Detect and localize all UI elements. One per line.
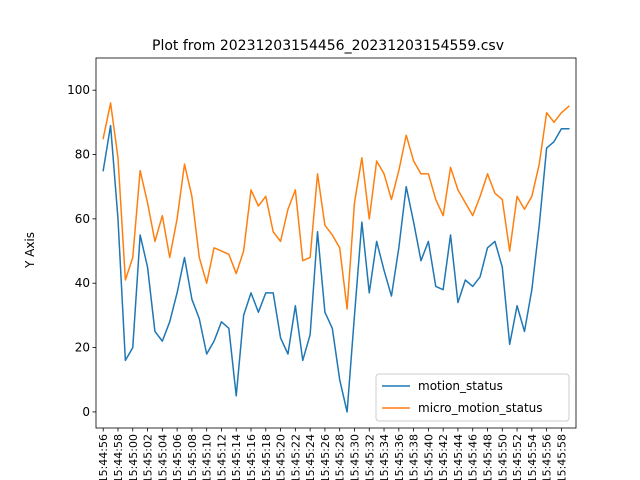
series-layer — [102, 102, 570, 413]
y-tick-label: 100 — [67, 83, 90, 97]
x-tick-label: 15:45:04 — [156, 434, 169, 480]
x-tick-label: 15:45:24 — [304, 434, 317, 480]
y-tick-label: 20 — [75, 341, 90, 355]
x-tick-label: 15:45:14 — [230, 434, 243, 480]
x-tick-label: 15:45:20 — [275, 434, 288, 480]
x-tick-label: 15:45:30 — [348, 434, 361, 480]
x-tick-label: 15:45:22 — [289, 434, 302, 480]
axes-frame — [95, 57, 577, 429]
x-tick-label: 15:45:40 — [422, 434, 435, 480]
y-axis-label: Y Axis — [23, 232, 37, 269]
x-tick-label: 15:45:02 — [142, 434, 155, 480]
x-tick-label: 15:45:54 — [526, 434, 539, 480]
x-tick-label: 15:45:08 — [186, 434, 199, 480]
y-tick-label: 0 — [82, 405, 90, 419]
x-tick-label: 15:44:58 — [112, 434, 125, 480]
x-tick-label: 15:45:28 — [334, 434, 347, 480]
legend-label-motion-status: motion_status — [418, 379, 503, 393]
series-line-micro-motion-status — [102, 102, 570, 310]
chart-title: Plot from 20231203154456_20231203154559.… — [152, 38, 504, 54]
y-tick-label: 80 — [75, 148, 90, 162]
x-tick-label: 15:45:18 — [260, 434, 273, 480]
x-tick-label: 15:45:34 — [378, 434, 391, 480]
x-tick-label: 15:45:16 — [245, 434, 258, 480]
x-tick-label: 15:45:42 — [437, 434, 450, 480]
x-tick-label: 15:45:32 — [363, 434, 376, 480]
legend: motion_status micro_motion_status — [375, 373, 570, 422]
x-tick-label: 15:45:50 — [496, 434, 509, 480]
x-tick-label: 15:45:58 — [555, 434, 568, 480]
legend-label-micro-motion-status: micro_motion_status — [418, 401, 543, 415]
legend-box — [375, 373, 570, 422]
y-tick-label: 40 — [75, 276, 90, 290]
x-tick-label: 15:45:52 — [511, 434, 524, 480]
x-tick-label: 15:44:56 — [97, 434, 110, 480]
x-tick-label: 15:45:48 — [482, 434, 495, 480]
x-tick-label: 15:45:12 — [215, 434, 228, 480]
series-line-motion-status — [102, 124, 570, 413]
x-tick-label: 15:45:10 — [201, 434, 214, 480]
x-tick-label: 15:45:38 — [408, 434, 421, 480]
x-tick-label: 15:45:36 — [393, 434, 406, 480]
x-tick-label: 15:45:26 — [319, 434, 332, 480]
x-tick-label: 15:45:00 — [127, 434, 140, 480]
x-tick-label: 15:45:56 — [541, 434, 554, 480]
y-tick-label: 60 — [75, 212, 90, 226]
x-tick-label: 15:45:06 — [171, 434, 184, 480]
x-tick-label: 15:45:46 — [467, 434, 480, 480]
x-tick-label: 15:45:44 — [452, 434, 465, 480]
